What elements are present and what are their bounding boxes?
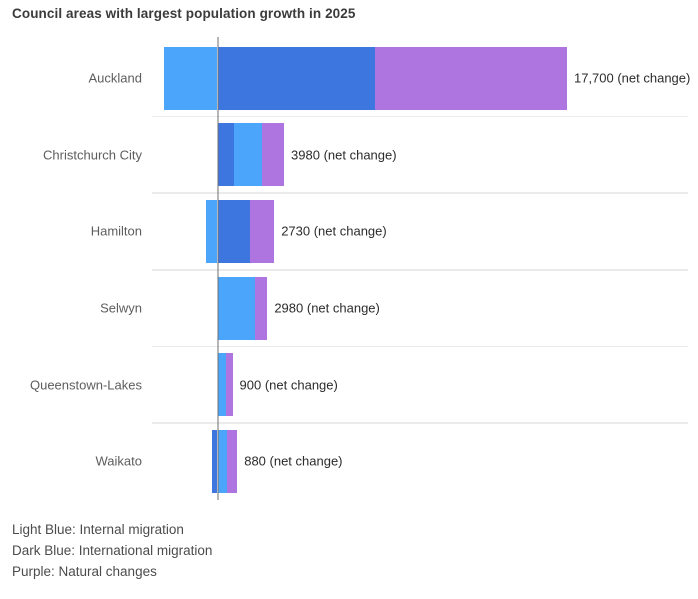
row-separator-gridline [152, 422, 688, 424]
legend: Light Blue: Internal migration Dark Blue… [12, 519, 212, 582]
category-label: Hamilton [90, 223, 142, 239]
row-separator-gridline [152, 115, 688, 118]
bar-row: Selwyn 2980 (net change) [0, 270, 698, 347]
bar-segment-natural-changes [250, 199, 275, 263]
net-change-label: 2980 (net change) [274, 300, 380, 316]
bar-row: Auckland 17,700 (net change) [0, 40, 698, 117]
bar-segment-international-migration [217, 46, 375, 110]
legend-line-natural-changes: Purple: Natural changes [12, 564, 157, 579]
row-separator-gridline [152, 269, 688, 271]
bar-segment-natural-changes [374, 46, 567, 110]
bar-segment-internal-migration [217, 429, 227, 493]
legend-line-international-migration: Dark Blue: International migration [12, 543, 213, 558]
bar-segment-internal-migration [163, 46, 218, 110]
bar-segment-international-migration [217, 199, 251, 263]
bar-segment-natural-changes [226, 429, 238, 493]
bar-segment-international-migration [217, 123, 234, 187]
net-change-label: 2730 (net change) [281, 223, 387, 239]
category-label: Selwyn [100, 300, 142, 316]
zero-axis-line [217, 37, 219, 500]
bar-row: Queenstown-Lakes 900 (net change) [0, 346, 698, 423]
bar-row: Christchurch City 3980 (net change) [0, 117, 698, 194]
bar-segment-international-migration [212, 429, 218, 493]
row-separator-gridline [152, 192, 688, 194]
bar-segment-internal-migration [217, 276, 256, 340]
net-change-label: 880 (net change) [244, 453, 343, 469]
net-change-label: 900 (net change) [239, 377, 338, 393]
bar-segment-internal-migration [233, 123, 263, 187]
category-label: Auckland [88, 70, 142, 86]
net-change-label: 17,700 (net change) [573, 70, 691, 86]
legend-line-internal-migration: Light Blue: Internal migration [12, 522, 184, 537]
bar-segment-natural-changes [226, 353, 233, 417]
category-label: Queenstown-Lakes [29, 377, 142, 393]
bar-segment-internal-migration [206, 199, 218, 263]
category-label: Christchurch City [43, 147, 142, 163]
net-change-label: 3980 (net change) [291, 147, 397, 163]
chart-title: Council areas with largest population gr… [12, 6, 356, 21]
row-separator-gridline [152, 345, 688, 348]
bar-segment-internal-migration [217, 353, 227, 417]
bar-segment-natural-changes [262, 123, 285, 187]
bar-row: Hamilton 2730 (net change) [0, 193, 698, 270]
category-label: Waikato [95, 453, 142, 469]
bar-segment-natural-changes [255, 276, 268, 340]
bar-row: Waikato 880 (net change) [0, 423, 698, 500]
